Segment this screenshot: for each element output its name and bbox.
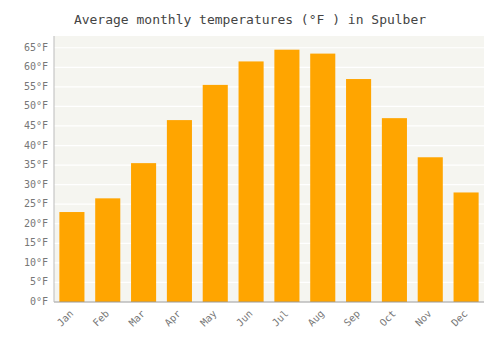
grid-line <box>54 301 484 302</box>
grid-line <box>54 106 484 107</box>
grid-line <box>54 145 484 146</box>
x-tick-label: Feb <box>91 308 112 329</box>
title: Average monthly temperatures (°F ) in Sp… <box>74 12 426 27</box>
x-tick-label: Mar <box>127 308 148 329</box>
y-tick-label: 60°F <box>24 61 48 72</box>
x-tick-label: Aug <box>306 308 327 329</box>
bar <box>310 54 335 302</box>
x-tick-label: Nov <box>413 308 434 329</box>
y-tick-label: 10°F <box>24 257 48 268</box>
x-tick-labels: Jan Feb Mar Apr May Jun Jul Aug Sep Oct Nov Dec <box>55 308 470 329</box>
x-tick-label: Apr <box>162 308 183 329</box>
background <box>0 0 500 350</box>
x-tick-label: Jan <box>55 308 76 329</box>
y-tick-labels: 0°F 5°F 10°F 15°F 20°F 25°F 30°F 35°F 40°F 45°F 50… <box>24 42 48 307</box>
x-tick-label: May <box>198 308 219 329</box>
bar <box>95 198 120 302</box>
x-tick-label: Sep <box>342 308 363 329</box>
grid-line <box>54 47 484 48</box>
x-tick-label: Jun <box>234 308 255 329</box>
chart-container: 0°F 5°F 10°F 15°F 20°F 25°F 30°F 35°F 40°F 45°F 50… <box>0 0 500 350</box>
bar <box>274 50 299 302</box>
x-tick-label: Jul <box>270 308 291 329</box>
y-tick-label: 30°F <box>24 179 48 190</box>
y-tick-label: 20°F <box>24 218 48 229</box>
y-tick-label: 50°F <box>24 100 48 111</box>
grid-line <box>54 86 484 87</box>
bar <box>382 118 407 302</box>
bar <box>239 61 264 302</box>
chart-svg: 0°F 5°F 10°F 15°F 20°F 25°F 30°F 35°F 40°F 45°F 50… <box>0 0 500 350</box>
x-tick-label: Dec <box>449 308 470 329</box>
bars <box>59 50 478 302</box>
bar <box>203 85 228 302</box>
bar <box>59 212 84 302</box>
bar <box>167 120 192 302</box>
y-tick-label: 25°F <box>24 198 48 209</box>
y-tick-label: 0°F <box>30 296 48 307</box>
bar <box>454 192 479 302</box>
bar <box>131 163 156 302</box>
y-tick-label: 65°F <box>24 42 48 53</box>
y-tick-label: 15°F <box>24 237 48 248</box>
grid-line <box>54 67 484 68</box>
x-tick-label: Oct <box>377 308 398 329</box>
bar <box>346 79 371 302</box>
y-tick-label: 55°F <box>24 81 48 92</box>
y-tick-label: 5°F <box>30 276 48 287</box>
grid-line <box>54 125 484 126</box>
x-axis-line <box>54 302 484 303</box>
grid <box>54 48 484 302</box>
y-tick-label: 40°F <box>24 140 48 151</box>
plot-background <box>54 36 484 302</box>
y-tick-label: 35°F <box>24 159 48 170</box>
y-axis-line <box>54 36 55 302</box>
y-tick-label: 45°F <box>24 120 48 131</box>
bar <box>418 157 443 302</box>
